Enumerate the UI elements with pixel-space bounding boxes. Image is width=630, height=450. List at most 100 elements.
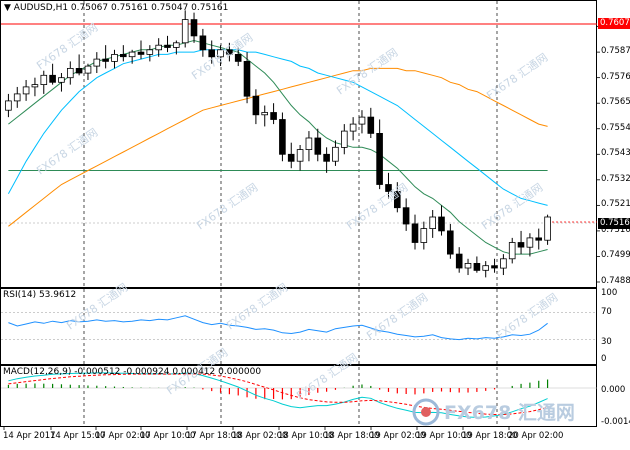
candle-bull <box>508 242 516 260</box>
candle-bear <box>455 253 463 269</box>
rsi-level-30: 30 <box>601 337 612 347</box>
candle-bear <box>385 184 392 192</box>
candle-bull <box>58 77 65 83</box>
candle-bull <box>429 216 436 230</box>
watermark-text: FX678 汇通网 <box>294 351 360 403</box>
candle-bear <box>287 153 295 162</box>
fx678-logo: FX678 汇通网 <box>412 397 612 427</box>
candle-bull <box>358 116 366 125</box>
candle-bear <box>164 44 171 48</box>
time-axis-label: 17 Apr 10:00 <box>140 431 196 441</box>
ma-mid-line <box>7 49 548 206</box>
rsi-level-100: 100 <box>601 288 618 298</box>
time-axis-label: 18 Apr 02:00 <box>232 431 288 441</box>
macd-level-min: -0.001445 <box>601 417 630 427</box>
candle-bear <box>270 112 277 120</box>
time-axis-label: 18 Apr 18:00 <box>324 431 380 441</box>
dropdown-triangle-icon[interactable]: ▼ <box>4 3 11 13</box>
candle-bear <box>323 153 330 162</box>
ma-slow-line <box>8 67 548 227</box>
time-axis-label: 20 Apr 02:00 <box>508 431 564 441</box>
candle-bear <box>102 58 109 62</box>
candle-bull <box>111 54 118 62</box>
candle-bear <box>226 49 233 55</box>
candle-bear <box>208 49 216 58</box>
candle-bear <box>190 19 198 37</box>
candle-bull <box>420 228 428 243</box>
watermark-text: FX678 汇通网 <box>479 181 545 233</box>
candle-bear <box>243 61 251 97</box>
candle-bear <box>75 68 83 74</box>
macd-level-zero: 0.000 <box>601 385 626 395</box>
candle-bull <box>93 58 101 67</box>
logo-text: FX678 汇通网 <box>444 402 575 424</box>
rsi-line <box>8 315 548 341</box>
rsi-level-70: 70 <box>601 307 612 317</box>
candle-bear <box>517 242 525 248</box>
candle-bear <box>535 237 542 241</box>
candle-bear <box>234 54 242 62</box>
symbol-ohlc-text: AUDUSD,H1 0.75067 0.75161 0.75047 0.7516… <box>13 3 229 13</box>
candle-bear <box>438 216 445 232</box>
candle-bear <box>393 190 401 209</box>
candle-bear <box>491 265 498 269</box>
time-axis-label: 19 Apr 10:00 <box>416 431 472 441</box>
candle-bull <box>172 42 180 48</box>
rsi-pane[interactable] <box>0 288 597 365</box>
candle-bear <box>137 51 145 55</box>
candle-bull <box>217 49 224 58</box>
candle-bull <box>296 149 304 162</box>
watermark-text: FX678 汇通网 <box>64 281 130 333</box>
watermark-text: FX678 汇通网 <box>484 51 550 103</box>
watermark-text: FX678 汇通网 <box>224 281 290 333</box>
candle-bull <box>349 123 357 132</box>
time-axis-label: 14 Apr 15:00 <box>50 431 106 441</box>
candle-bear <box>376 132 383 185</box>
rsi-level-0: 0 <box>601 354 607 364</box>
watermark-text: FX678 汇通网 <box>194 181 260 233</box>
candle-bull <box>544 216 551 241</box>
candle-bull <box>84 65 92 74</box>
candle-bear <box>411 223 419 243</box>
candle-bull <box>155 44 163 51</box>
rsi-label: RSI(14) 53.9612 <box>3 290 77 300</box>
candle-bear <box>49 74 56 83</box>
macd-signal-line <box>8 373 548 415</box>
candle-bear <box>367 116 375 134</box>
candle-bear <box>252 95 260 116</box>
candle-bull <box>67 68 74 79</box>
candle-bear <box>473 262 481 271</box>
macd-label: MACD(12,26,9) -0.000512 -0.000924 0.0004… <box>3 367 262 377</box>
time-axis-label: 17 Apr 18:00 <box>186 431 242 441</box>
candle-bull <box>5 100 12 111</box>
candle-bull <box>181 19 189 44</box>
candle-bear <box>314 137 322 155</box>
candle-bull <box>13 93 21 102</box>
time-axis-label: 17 Apr 02:00 <box>95 431 151 441</box>
time-axis-label: 19 Apr 18:00 <box>462 431 518 441</box>
candle-bull <box>40 74 48 86</box>
candle-bear <box>120 54 127 58</box>
candle-bull <box>464 262 472 269</box>
redline-price-tag: 0.76078 <box>598 18 630 29</box>
candle-bull <box>146 49 154 55</box>
time-axis-label: 14 Apr 2017 <box>3 431 56 441</box>
symbol-header: ▼ AUDUSD,H1 0.75067 0.75161 0.75047 0.75… <box>4 3 228 13</box>
time-axis-label: 19 Apr 02:00 <box>370 431 426 441</box>
price-pane[interactable] <box>0 0 597 288</box>
current-price-tag: 0.75161 <box>598 218 630 229</box>
watermark-text: FX678 汇通网 <box>364 291 430 343</box>
macd-pane[interactable] <box>0 365 597 427</box>
candle-bull <box>526 237 534 248</box>
candle-bull <box>482 265 489 271</box>
candle-bull <box>261 112 268 116</box>
